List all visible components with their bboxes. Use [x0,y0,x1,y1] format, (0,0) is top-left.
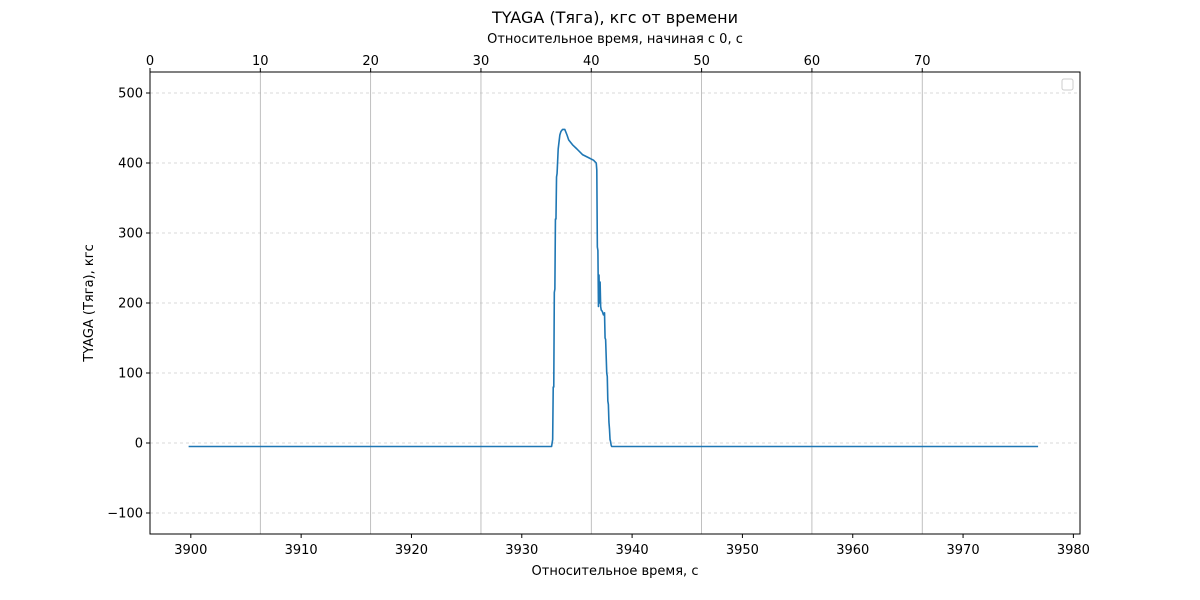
x-tick-label: 3930 [505,543,538,558]
y-tick-label: 300 [118,227,143,242]
y-tick-label: 200 [118,297,143,312]
y-tick-label: 500 [118,87,143,102]
y-tick-label: 100 [118,367,143,382]
x2-tick-label: 40 [583,54,600,69]
x-tick-label: 3920 [395,543,428,558]
x-axis-label: Относительное время, с [532,564,699,579]
legend-box [1061,78,1074,91]
x-tick-label: 3900 [174,543,207,558]
x-tick-label: 3940 [616,543,649,558]
x-tick-label: 3970 [947,543,980,558]
x2-tick-label: 0 [146,54,154,69]
y-tick-label: 400 [118,157,143,172]
x2-tick-label: 10 [252,54,269,69]
legend [1061,78,1074,91]
y-axis-label: TYAGA (Тяга), кгс [82,244,97,362]
x-tick-label: 3910 [285,543,318,558]
y-tick-label: −100 [107,507,143,522]
grid-layer [149,72,1080,534]
x-tick-label: 3980 [1057,543,1090,558]
x2-tick-label: 60 [804,54,821,69]
plot-layer [188,128,1039,448]
x2-tick-label: 50 [693,54,710,69]
chart-title: TYAGA (Тяга), кгс от времени [491,8,738,27]
top-axis-label: Относительное время, начиная с 0, с [487,32,743,47]
x2-tick-label: 30 [473,54,490,69]
x-tick-label: 3950 [726,543,759,558]
series-line [188,128,1039,448]
x2-tick-label: 20 [362,54,379,69]
x2-tick-label: 70 [914,54,931,69]
axis-layer: −100 0 100 200 300 400 500 0 10 20 30 40 50 60 70 3900 3… [107,54,1090,558]
y-tick-label: 0 [135,437,143,452]
x-tick-label: 3960 [836,543,869,558]
